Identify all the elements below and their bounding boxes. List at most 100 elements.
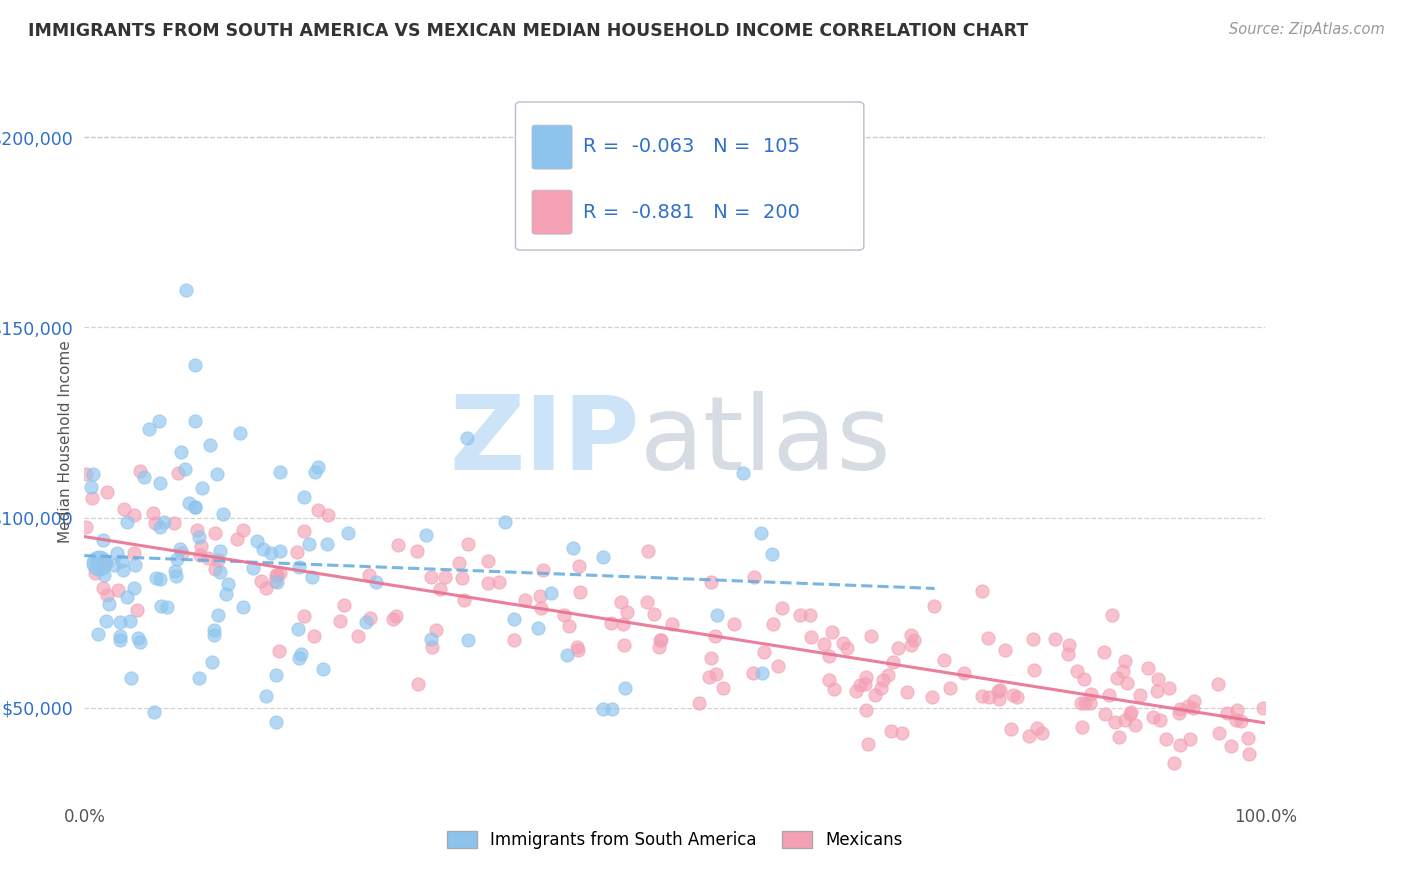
Point bbox=[184, 500, 207, 514]
Point bbox=[290, 648, 312, 662]
Point bbox=[1146, 684, 1168, 698]
Point bbox=[252, 542, 274, 557]
Point bbox=[823, 682, 845, 697]
Point bbox=[800, 631, 823, 645]
Point bbox=[187, 530, 209, 544]
Point bbox=[188, 548, 211, 562]
Point bbox=[1182, 700, 1205, 714]
Point bbox=[165, 568, 187, 582]
Point bbox=[1206, 677, 1229, 691]
Point bbox=[613, 681, 636, 695]
Point bbox=[209, 544, 232, 558]
Point bbox=[754, 645, 776, 659]
Point bbox=[269, 566, 291, 580]
Point bbox=[845, 683, 868, 698]
Point bbox=[1094, 706, 1116, 721]
Point bbox=[1031, 726, 1053, 740]
FancyBboxPatch shape bbox=[531, 125, 572, 169]
Point bbox=[1080, 687, 1102, 701]
Point bbox=[87, 556, 110, 570]
Point bbox=[553, 607, 575, 622]
Point bbox=[896, 684, 918, 698]
Point bbox=[204, 562, 226, 576]
Point bbox=[288, 651, 311, 665]
Point bbox=[96, 556, 118, 570]
Point bbox=[1129, 688, 1152, 702]
Point bbox=[1104, 715, 1126, 730]
Point bbox=[1237, 731, 1260, 746]
Point bbox=[697, 670, 720, 684]
Point bbox=[789, 608, 811, 623]
Point bbox=[477, 576, 499, 591]
Point bbox=[264, 574, 287, 588]
Point bbox=[994, 643, 1017, 657]
Point bbox=[312, 662, 335, 676]
Point bbox=[835, 641, 858, 656]
Point bbox=[1163, 756, 1185, 770]
Point bbox=[569, 584, 592, 599]
Point bbox=[202, 623, 225, 637]
Point bbox=[1073, 673, 1095, 687]
Point bbox=[661, 616, 683, 631]
Point bbox=[530, 600, 553, 615]
Point bbox=[977, 631, 1000, 645]
Point bbox=[557, 648, 579, 662]
Point bbox=[742, 666, 765, 681]
Point bbox=[217, 576, 239, 591]
Point bbox=[97, 597, 120, 611]
Point bbox=[1116, 676, 1139, 690]
Point bbox=[406, 677, 429, 691]
Point bbox=[855, 703, 877, 717]
Point bbox=[1177, 698, 1199, 713]
Point bbox=[650, 632, 672, 647]
Point bbox=[1057, 638, 1080, 652]
Point bbox=[337, 525, 360, 540]
Point bbox=[450, 571, 472, 585]
Point bbox=[264, 667, 287, 681]
Point bbox=[169, 541, 191, 556]
Point bbox=[613, 638, 636, 652]
Point bbox=[264, 714, 287, 729]
Point bbox=[1026, 721, 1049, 735]
Point bbox=[359, 610, 381, 624]
Point bbox=[531, 563, 554, 577]
Point bbox=[1149, 714, 1171, 728]
Point bbox=[1168, 706, 1191, 720]
Point bbox=[425, 624, 447, 638]
Point bbox=[166, 467, 188, 481]
Point bbox=[254, 581, 277, 595]
Point bbox=[385, 608, 408, 623]
Point bbox=[1018, 729, 1040, 743]
Point bbox=[149, 599, 172, 613]
Point bbox=[170, 546, 193, 560]
Point bbox=[120, 614, 142, 628]
Point bbox=[82, 467, 104, 481]
Point bbox=[856, 738, 879, 752]
Point bbox=[138, 422, 160, 436]
Point bbox=[1007, 690, 1029, 704]
Point bbox=[853, 677, 876, 691]
Point bbox=[723, 617, 745, 632]
Point bbox=[1168, 701, 1191, 715]
Point bbox=[110, 632, 132, 647]
Point bbox=[108, 629, 131, 643]
Point bbox=[112, 563, 135, 577]
Point bbox=[124, 546, 146, 560]
Point bbox=[610, 595, 633, 609]
Point bbox=[648, 640, 671, 655]
Point bbox=[1057, 648, 1080, 662]
Point bbox=[1022, 663, 1045, 677]
Point bbox=[155, 600, 177, 615]
Point bbox=[688, 696, 710, 710]
Point bbox=[347, 629, 370, 643]
Point bbox=[832, 636, 855, 650]
Text: R =  -0.881   N =  200: R = -0.881 N = 200 bbox=[582, 203, 800, 222]
Point bbox=[859, 629, 882, 643]
Point bbox=[145, 571, 167, 585]
Point bbox=[329, 614, 352, 628]
Point bbox=[166, 552, 188, 566]
Point bbox=[260, 546, 283, 560]
Point bbox=[557, 619, 579, 633]
Point bbox=[503, 633, 526, 648]
Point bbox=[988, 683, 1011, 698]
